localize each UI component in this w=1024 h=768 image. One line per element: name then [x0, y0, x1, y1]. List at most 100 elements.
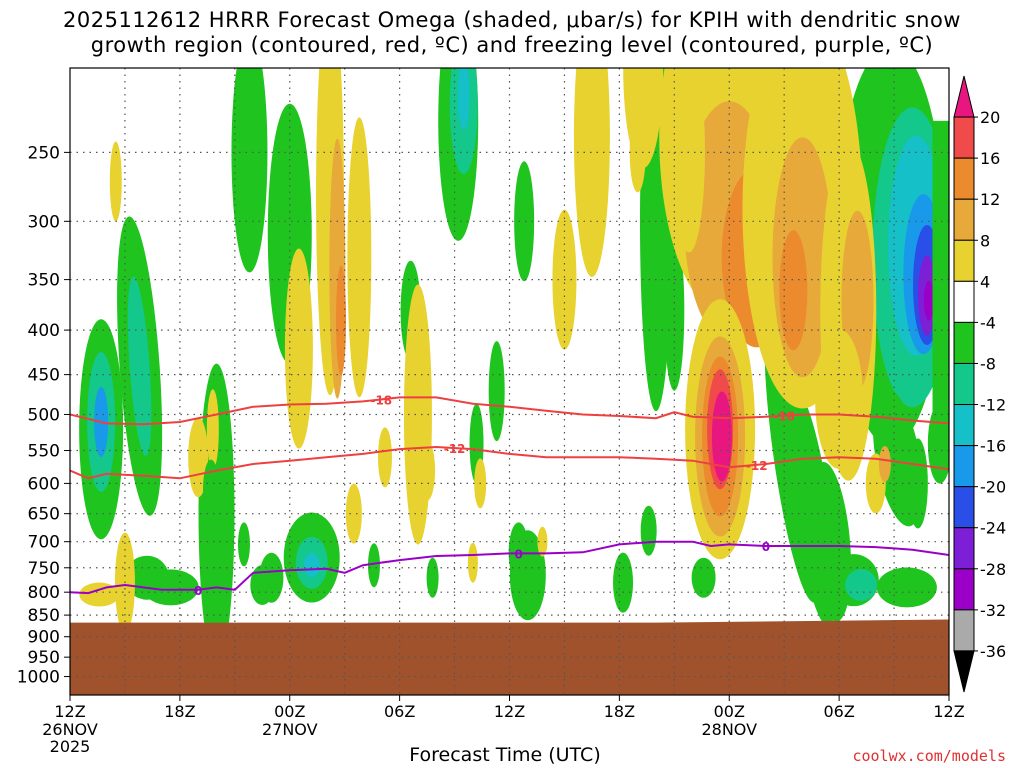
omega-cell [932, 120, 949, 415]
colorbar-band [953, 321, 975, 364]
colorbar-band [953, 445, 975, 488]
x-tick-year: 2025 [50, 737, 91, 756]
y-tick-label: 500 [28, 405, 60, 425]
contour-minus18 [70, 396, 949, 426]
omega-cell [336, 265, 347, 376]
title-line-1: 2025112612 HRRR Forecast Omega (shaded, … [63, 8, 961, 32]
colorbar-band [953, 116, 975, 159]
omega-shading [79, 68, 949, 664]
omega-cell [467, 542, 478, 583]
colorbar-label: -36 [980, 642, 1006, 661]
colorbar-band [953, 157, 975, 200]
colorbar-label: -24 [980, 519, 1006, 538]
colorbar-triangle-top [953, 75, 975, 118]
colorbar-band [953, 239, 975, 282]
colorbar-label: 20 [980, 108, 1000, 127]
contour-label: 0 [514, 547, 522, 561]
x-tick-label: 12Z [494, 702, 525, 721]
omega-cell [457, 68, 470, 131]
omega-cell [188, 417, 209, 498]
colorbar-triangle-bottom [953, 650, 975, 693]
omega-cell [876, 567, 937, 608]
colorbar-label: -4 [980, 313, 996, 332]
y-tick-label: 300 [28, 212, 60, 232]
y-tick-label: 850 [28, 606, 60, 626]
y-axis: 2503003504004505005506006507007508008509… [17, 143, 70, 688]
colorbar-band [953, 280, 975, 323]
x-axis-label: Forecast Time (UTC) [409, 744, 601, 766]
omega-cell [488, 341, 505, 442]
omega-cell [250, 565, 275, 606]
y-tick-label: 350 [28, 271, 60, 291]
x-tick-label: 12Z [54, 702, 85, 721]
title-line-2: growth region (contoured, red, ºC) and f… [90, 33, 934, 57]
omega-cell [508, 522, 529, 583]
contour-label: -18 [773, 410, 795, 424]
grid-lines [70, 68, 949, 695]
contour-label: -18 [370, 393, 392, 407]
colorbar-band [953, 362, 975, 406]
omega-cell [779, 230, 808, 351]
chart-title: 2025112612 HRRR Forecast Omega (shaded, … [0, 8, 1024, 58]
contour-label: -12 [444, 442, 466, 456]
omega-cell [923, 280, 934, 321]
y-tick-label: 800 [28, 583, 60, 603]
omega-cell [109, 141, 122, 222]
credit-text: coolwx.com/models [852, 747, 1006, 765]
y-tick-label: 600 [28, 474, 60, 494]
omega-cell [206, 389, 219, 470]
contour-lines: -18 -18 -12 -12 0 0 0 [70, 393, 949, 598]
colorbar-band [953, 609, 975, 652]
omega-cell [845, 569, 878, 602]
y-tick-label: 750 [28, 559, 60, 579]
omega-cell [419, 440, 436, 501]
omega-cell [815, 329, 864, 470]
omega-cell [345, 483, 362, 544]
contour-minus12 [70, 445, 949, 480]
omega-cell [237, 522, 250, 567]
y-tick-label: 250 [28, 143, 60, 163]
x-tick-date: 26NOV [42, 720, 98, 739]
omega-cell [691, 557, 716, 598]
omega-cell [203, 459, 220, 520]
y-tick-label: 550 [28, 442, 60, 462]
contour-0 [70, 540, 949, 595]
omega-cell [927, 403, 949, 484]
x-tick-label: 06Z [823, 702, 854, 721]
y-tick-label: 900 [28, 628, 60, 648]
x-tick-label: 18Z [604, 702, 635, 721]
colorbar-band [953, 486, 975, 529]
omega-cell [907, 438, 928, 529]
colorbar: 20 16 12 8 4 -4 -8 -12 -16 -20 -24 -28 -32 -36 [953, 75, 1006, 693]
colorbar-label: -12 [980, 396, 1006, 415]
omega-cell [303, 553, 320, 578]
x-tick-date: 28NOV [701, 720, 757, 739]
contour-label: 0 [762, 540, 770, 554]
y-tick-label: 450 [28, 366, 60, 386]
colorbar-label: -16 [980, 437, 1006, 456]
contour-label: 0 [194, 584, 202, 598]
colorbar-band [953, 198, 975, 241]
omega-cell [672, 68, 705, 253]
omega-cell [142, 569, 199, 606]
y-tick-label: 950 [28, 648, 60, 668]
y-tick-label: 1000 [17, 668, 60, 688]
colorbar-label: 4 [980, 272, 990, 291]
omega-cell [79, 582, 120, 607]
omega-cell [613, 552, 634, 613]
omega-cell [537, 526, 548, 557]
terrain [70, 619, 949, 695]
colorbar-label: 16 [980, 149, 1000, 168]
colorbar-label: -20 [980, 478, 1006, 497]
omega-cell [347, 117, 372, 398]
colorbar-label: -28 [980, 560, 1006, 579]
omega-cell [284, 248, 313, 449]
colorbar-label: -32 [980, 601, 1006, 620]
omega-cell [426, 557, 439, 598]
colorbar-band [953, 568, 975, 611]
omega-cell [573, 68, 610, 277]
colorbar-label: -8 [980, 354, 996, 373]
omega-cell [367, 543, 380, 588]
x-tick-label: 00Z [274, 702, 305, 721]
